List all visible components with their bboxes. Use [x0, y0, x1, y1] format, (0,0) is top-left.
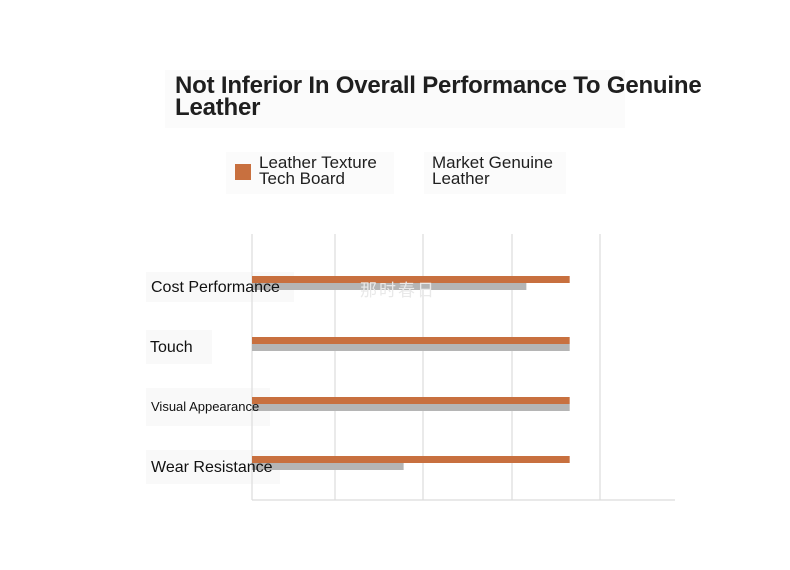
legend-background-1: [226, 152, 394, 194]
bar-touch-tech-board: [252, 337, 570, 344]
legend-swatch-leather-texture-tech-board: [235, 164, 251, 180]
category-label-wear-resistance: Wear Resistance: [151, 459, 273, 476]
bar-wear-resistance-tech-board: [252, 456, 570, 463]
category-background-2: [146, 330, 212, 364]
watermark-text: 那时春日: [360, 281, 436, 300]
category-label-visual-appearance: Visual Appearance: [151, 399, 260, 414]
bar-visual-appearance-tech-board: [252, 397, 570, 404]
legend-label-market-genuine-leather: Market Genuine Leather: [432, 153, 553, 188]
bar-cost-performance-genuine-leather: [252, 283, 527, 290]
bar-wear-resistance-genuine-leather: [252, 463, 404, 470]
bar-touch-genuine-leather: [252, 344, 570, 351]
legend-label-leather-texture-tech-board: Leather Texture Tech Board: [259, 153, 377, 188]
category-label-touch: Touch: [150, 339, 193, 356]
bar-cost-performance-tech-board: [252, 276, 570, 283]
bar-visual-appearance-genuine-leather: [252, 404, 570, 411]
title-background: [165, 70, 625, 128]
chart-title: Not Inferior In Overall Performance To G…: [175, 72, 702, 121]
category-background-3: [146, 388, 270, 426]
category-label-cost-performance: Cost Performance: [151, 279, 280, 296]
legend-background-2: [424, 152, 566, 194]
